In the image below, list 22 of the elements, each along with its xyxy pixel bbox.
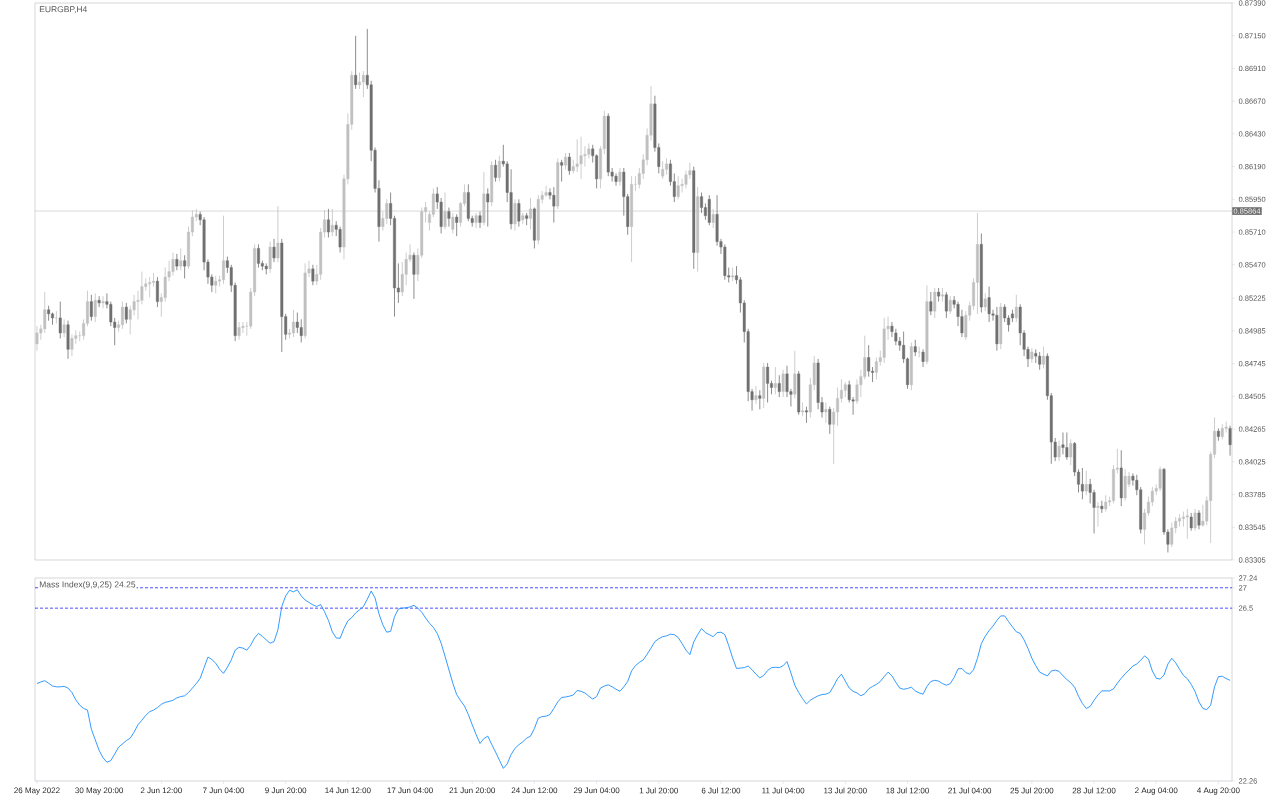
- x-tick-label: 11 Jul 04:00: [762, 787, 805, 794]
- x-tick-label: 13 Jul 20:00: [824, 787, 867, 794]
- x-tick-label: 30 May 20:00: [75, 787, 124, 795]
- x-tick-label: 4 Aug 20:00: [1197, 787, 1240, 795]
- x-tick-label: 14 Jun 12:00: [325, 787, 371, 794]
- x-tick-label: 29 Jun 04:00: [573, 787, 620, 794]
- chart-title: EURGBP,H4: [39, 6, 87, 14]
- x-tick-label: 7 Jun 04:00: [203, 787, 245, 794]
- x-tick-label: 28 Jul 12:00: [1072, 787, 1116, 794]
- x-tick-label: 1 Jul 20:00: [639, 787, 679, 794]
- chart-title: Mass Index(9,9,25) 24.25: [39, 581, 136, 590]
- x-tick-label: 2 Aug 04:00: [1135, 787, 1178, 795]
- x-tick-label: 9 Jun 20:00: [265, 787, 307, 794]
- x-tick-label: 25 Jul 20:00: [1010, 787, 1054, 794]
- x-tick-label: 6 Jul 12:00: [701, 787, 741, 794]
- x-tick-label: 18 Jul 12:00: [886, 787, 929, 794]
- x-tick-label: 24 Jun 12:00: [511, 787, 558, 794]
- x-tick-label: 17 Jun 04:00: [387, 787, 433, 794]
- x-tick-label: 26 May 2022: [14, 787, 60, 795]
- x-tick-label: 21 Jun 20:00: [449, 787, 496, 794]
- x-tick-label: 2 Jun 12:00: [140, 787, 182, 794]
- x-tick-label: 21 Jul 04:00: [948, 787, 992, 794]
